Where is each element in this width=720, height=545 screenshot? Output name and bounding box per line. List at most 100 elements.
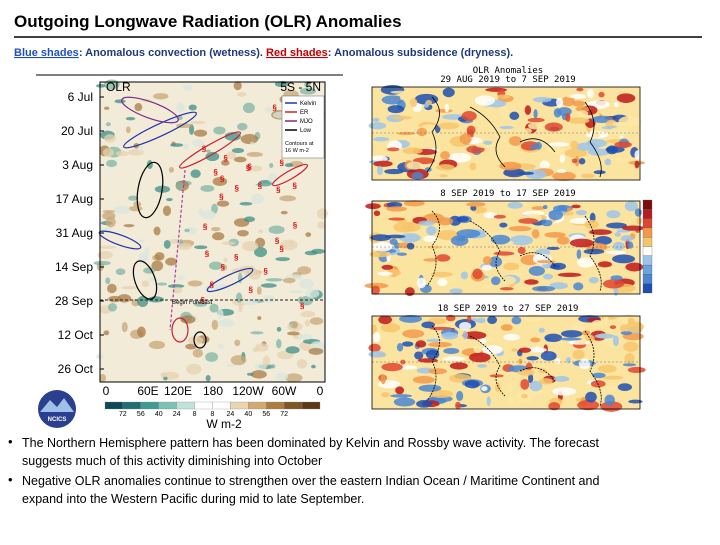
colorbar-label: 72 [119,411,127,418]
anomaly-patch [291,321,299,329]
anomaly-patch [153,93,169,100]
anomaly-patch [139,252,149,263]
map-patch [476,317,486,324]
map-patch [521,393,528,399]
anomaly-patch [182,84,193,91]
storm-symbol: § [279,245,284,254]
storm-symbol: § [275,236,280,245]
map-patch [493,251,515,256]
map-colorbar-cell [642,209,653,219]
anomaly-patch [268,173,278,184]
storm-symbol: § [201,296,206,305]
red-text: : Anomalous subsidence (dryness). [328,47,513,59]
map-patch [472,268,483,280]
map-patch [610,275,623,281]
anomaly-patch [257,316,262,321]
map-patch [481,386,488,392]
colorbar-cell [266,401,285,410]
coastline [426,210,602,292]
map-patch [548,209,564,221]
anomaly-patch [285,373,303,383]
map-patch [489,374,504,378]
anomaly-patch [115,150,129,157]
longitude-label: 120E [164,384,192,398]
map-patch [393,221,416,233]
storm-symbol: § [293,221,298,230]
anomaly-patch [297,266,312,275]
anomaly-patch [192,139,205,147]
anomaly-patch [172,286,183,294]
map-patch [564,148,588,158]
anomaly-patch [240,133,259,145]
map-patch [599,385,618,393]
anomaly-patch [167,284,185,289]
map-patch [618,115,641,127]
map-patch [380,323,401,333]
anomaly-patch [163,239,171,249]
anomaly-patch [137,296,149,307]
map-patch [552,387,577,396]
anomaly-patch [190,169,201,179]
map-patch [381,362,403,372]
anomaly-patch [211,227,221,232]
map-patch [544,232,566,238]
map-patch [459,133,472,144]
hovmoller-axes: 6 Jul 20 Jul 3 Aug 17 Aug 31 Aug 14 Sep 28 Sep… [55,90,324,398]
map-patch [496,94,511,99]
map-patch [436,164,455,171]
map-patch [571,204,581,209]
anomaly-patch [258,229,263,234]
storm-symbol: § [279,159,284,168]
colorbar-cell [284,401,303,410]
storm-symbol: § [263,267,268,276]
anomaly-patch [308,347,324,355]
anomaly-patch [270,364,276,369]
anomaly-patch [274,80,290,88]
anomaly-patch [311,364,316,369]
map-colorbar-cell [642,264,653,275]
map-patch [435,109,453,113]
map-patch [449,288,463,294]
map-patch [578,158,586,165]
map-patch [615,156,623,163]
map-patch [532,96,552,103]
map-patch [624,352,635,364]
anomaly-patch [222,264,228,271]
map-patch [625,262,644,272]
anomaly-patch [233,156,247,163]
map-patch [549,282,569,290]
map-patch [612,254,636,264]
map-patch [398,233,421,243]
map-patch [507,202,523,209]
storm-symbol: § [246,163,251,172]
map-patch [490,234,511,245]
anomaly-patch [107,302,118,312]
date-label: 17 Aug [56,192,93,206]
anomaly-patch [104,134,117,143]
map-patch [593,170,606,175]
anomaly-patch [205,151,220,162]
map-patch [606,210,621,219]
map-patch [409,98,418,108]
date-label: 6 Jul [68,90,93,104]
map-patch [548,402,561,411]
map-period: 8 SEP 2019 to 17 SEP 2019 [440,189,575,199]
anomaly-patch [188,104,197,111]
red-label: Red shades [266,47,328,59]
map-patch [393,397,416,407]
anomaly-patch [230,355,247,366]
anomaly-patch [153,226,161,236]
anomaly-patch [105,216,116,228]
map-patch [503,333,521,341]
map-patch [365,203,381,210]
map-patch [518,358,523,365]
map-colorbar [642,199,653,294]
anomaly-patch [194,245,208,250]
contour-note: 16 W m-2 [285,148,309,154]
anomaly-patch [317,221,326,229]
anomaly-patch [128,205,143,212]
date-label: 3 Aug [62,158,93,172]
storm-symbol: § [220,175,225,184]
anomaly-patch [275,372,289,381]
map-patch [399,94,405,101]
